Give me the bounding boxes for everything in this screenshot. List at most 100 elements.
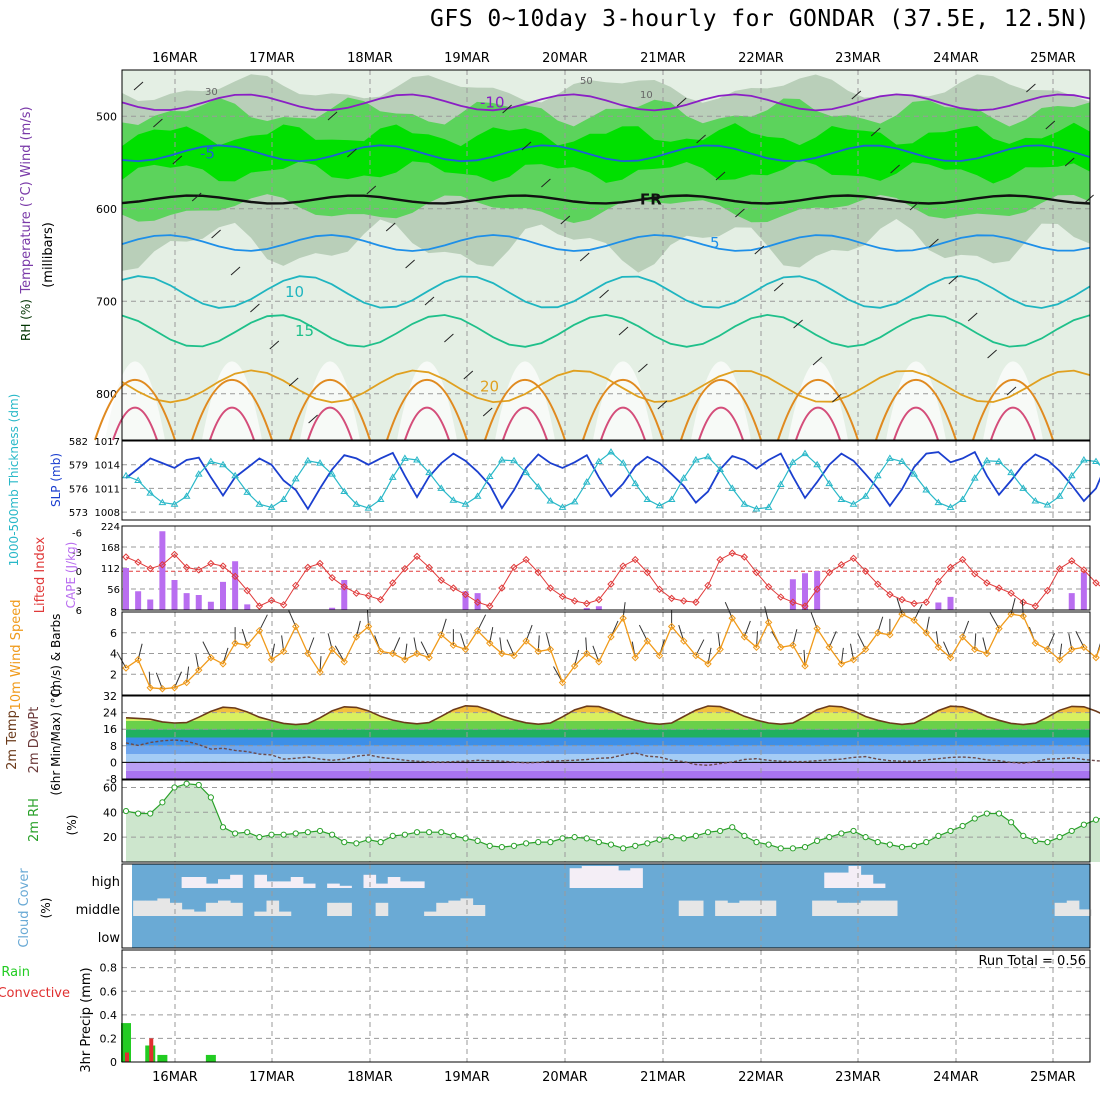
wind-barb-10m <box>202 641 212 658</box>
rh2m-marker <box>498 843 505 851</box>
cloud-cell-high <box>630 868 643 888</box>
wind-speed-marker <box>267 656 276 664</box>
thickness-line <box>125 451 1100 510</box>
thickness-marker <box>255 500 264 507</box>
thickness-marker <box>1019 484 1028 491</box>
precip-total-bar <box>205 1054 216 1062</box>
thickness-marker <box>801 449 809 457</box>
cape-bar <box>474 593 481 610</box>
wind-speed-marker <box>340 658 348 666</box>
wind-barb-10m <box>943 641 951 658</box>
cloud-cell-high <box>569 868 583 888</box>
x-tick-label-bottom: 17MAR <box>249 1070 295 1085</box>
rh2m-marker <box>1032 837 1039 844</box>
wind-barb-10m <box>392 637 401 654</box>
thickness-marker <box>704 452 712 460</box>
cloud-cell-middle <box>424 911 437 916</box>
lifted-index-marker <box>728 549 736 557</box>
lifted-index-marker <box>522 555 530 564</box>
wind-speed-marker <box>680 637 688 645</box>
lifted-index-marker <box>219 562 227 570</box>
lifted-index-marker <box>740 553 749 561</box>
lifted-index-marker <box>1007 589 1015 597</box>
lifted-index-marker <box>304 563 312 572</box>
rh2m-marker <box>668 834 675 841</box>
thickness-marker <box>898 457 906 465</box>
thickness-marker <box>607 448 615 455</box>
wind-barb-10m <box>506 639 515 656</box>
lifted-index-marker <box>255 602 264 610</box>
wind-speed-marker <box>995 624 1003 633</box>
wind-speed-marker <box>158 685 167 693</box>
cloud-cell-middle <box>193 911 207 916</box>
thickness-marker <box>122 471 130 479</box>
wind-barb-10m <box>638 624 648 642</box>
y-tick-label-precip: 0.2 <box>100 1032 118 1045</box>
wind-barb-upper <box>560 215 571 225</box>
rh2m-marker <box>729 824 736 831</box>
rh2m-marker <box>692 832 699 840</box>
wind-speed-marker <box>752 643 761 651</box>
y-tick-label-slp: 1008 <box>95 508 120 519</box>
precip-frame <box>121 949 1091 1063</box>
thickness-marker <box>788 458 797 465</box>
lifted-index-marker <box>340 583 348 591</box>
wind-barb-upper <box>618 326 629 336</box>
y-tick-label-lifted-index: 6 <box>76 606 82 617</box>
rh2m-marker <box>377 839 384 846</box>
rh2m-marker <box>607 841 615 848</box>
rh2m-marker <box>147 810 154 817</box>
lifted-index-marker <box>486 602 494 610</box>
y-tick-label-slp: 1014 <box>95 461 120 472</box>
rh2m-marker <box>304 829 311 836</box>
y-tick-label-rh: 60 <box>103 781 117 794</box>
rh2m-marker <box>1080 821 1087 828</box>
wind-barb-10m <box>1047 633 1055 650</box>
wind-speed-marker <box>813 624 821 633</box>
cape-bar <box>329 607 336 610</box>
y-tick-label-precip: 0 <box>110 1056 117 1069</box>
thickness-marker <box>219 460 227 468</box>
wind-barb-upper <box>870 127 881 137</box>
thickness-marker <box>413 455 421 463</box>
rh2m-marker <box>741 832 748 840</box>
temp-color-band <box>126 770 1090 779</box>
thickness-marker <box>291 474 300 482</box>
cloud-cell-middle <box>1066 900 1080 916</box>
y-tick-label-pressure: 700 <box>96 295 117 308</box>
wind-speed-marker <box>413 649 421 658</box>
y-tick-label-cape: 112 <box>101 564 120 575</box>
temp-axis-units: (6hr Min/Max) (°C) <box>49 684 63 795</box>
isotherm-25-arc <box>112 406 158 441</box>
cloud-cell-middle <box>448 900 461 916</box>
isotherm-line <box>121 194 1091 205</box>
y-tick-label-pressure: 600 <box>96 203 117 216</box>
thickness-marker <box>497 455 506 463</box>
lifted-index-marker <box>389 579 397 587</box>
rh2m-marker <box>983 810 990 817</box>
thickness-marker <box>764 503 773 510</box>
rh2m-marker <box>135 810 142 817</box>
rh2m-marker <box>898 843 906 851</box>
thickness-marker <box>1043 501 1052 508</box>
lifted-index-marker <box>886 590 894 599</box>
cloud-cell-middle <box>205 902 219 916</box>
x-tick-label-bottom: 16MAR <box>152 1070 198 1085</box>
isotherm-label: -10 <box>480 93 505 111</box>
cloud-cell-middle <box>375 902 389 916</box>
thickness-marker <box>995 457 1003 465</box>
wind-speed-marker <box>1031 639 1040 647</box>
y-tick-label-temp: -8 <box>106 773 117 786</box>
wind-barb-upper <box>657 400 668 410</box>
thickness-marker <box>825 479 834 487</box>
wind-speed-marker <box>182 678 191 687</box>
precip-legend-convective: Convective <box>0 986 70 1001</box>
rh2m-marker <box>838 830 845 837</box>
thickness-marker <box>316 459 324 466</box>
wind-barb-upper <box>676 97 687 107</box>
y-tick-label-cape: 56 <box>107 585 120 596</box>
rh2m-marker <box>862 834 869 841</box>
wind-barb-upper <box>153 118 163 128</box>
lifted-index-marker <box>134 558 142 566</box>
lifted-index-marker <box>874 580 882 588</box>
